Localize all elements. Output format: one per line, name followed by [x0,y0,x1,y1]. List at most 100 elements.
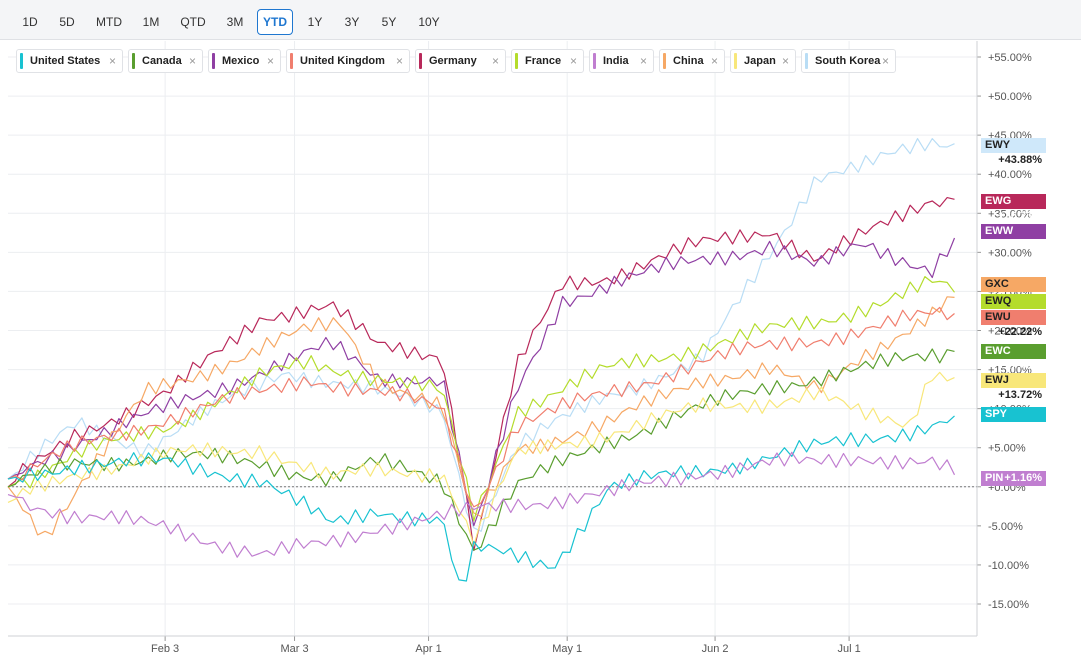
range-button-1y[interactable]: 1Y [307,15,323,29]
performance-chart: Feb 3 Mar 3 Apr 1 May 1 Jun 2 Jul 1 +55.00% +5… [7,41,1032,655]
value-tag-ewc: EWC +17.40% [981,344,1046,372]
y-tick-label: +5.00% [988,443,1026,455]
range-toolbar: 1D 5D MTD 1M QTD 3M YTD 1Y 3Y 5Y 10Y [0,0,1081,40]
legend-label: Canada [142,55,182,67]
value-tag-eww: EWW +32.79% [981,224,1046,252]
legend-swatch [593,53,596,69]
value-tag-gxc: GXC+24.79% [981,277,1046,305]
plot-background [8,41,977,636]
x-tick-label: Jun 2 [702,643,729,655]
y-tick-label: +35.00% [988,208,1032,220]
legend-swatch [419,53,422,69]
tag-value: +22.22% [998,326,1042,338]
tag-ticker: EWJ [985,374,1009,386]
value-tag-ewu: EWU +22.22% [981,310,1046,338]
tag-value: +36.73% [998,210,1042,222]
tag-ticker: EWQ [985,295,1012,307]
legend-item-france[interactable]: France × [511,49,584,73]
range-button-10y[interactable]: 10Y [418,15,440,29]
legend-item-china[interactable]: China × [659,49,725,73]
value-tag-ewy: EWY +43.88% [981,138,1046,166]
legend-swatch [20,53,23,69]
value-tag-ewj: EWJ +13.72% [981,373,1046,401]
legend-swatch [515,53,518,69]
legend-item-germany[interactable]: Germany × [415,49,506,73]
close-icon[interactable]: × [781,54,789,68]
series-line-india [7,451,956,558]
y-tick-label: -15.00% [988,599,1029,611]
x-tick-label: Apr 1 [415,643,441,655]
legend-item-mexico[interactable]: Mexico × [208,49,281,73]
close-icon[interactable]: × [395,54,403,68]
legend-label: Japan [744,55,776,67]
tag-ticker: EWG [985,195,1012,207]
y-tick-label: +55.00% [988,52,1032,64]
legend-item-united-states[interactable]: United States × [16,49,123,73]
tag-ticker: PIN [985,472,1004,484]
range-button-3y[interactable]: 3Y [344,15,360,29]
range-button-qtd[interactable]: QTD [180,15,206,29]
tag-value: +17.40% [998,360,1042,372]
close-icon[interactable]: × [710,54,718,68]
value-tag-pin: PIN +1.16% [981,471,1046,486]
series-line-mexico [7,237,956,527]
tag-ticker: GXC [985,278,1009,290]
tag-ticker: EWU [985,311,1011,323]
legend-swatch [734,53,737,69]
y-tick-label: +50.00% [988,91,1032,103]
close-icon[interactable]: × [639,54,647,68]
tag-value: +9.34% [1004,423,1042,435]
legend-swatch [290,53,293,69]
value-tag-ewq: EWQ+24.61% [981,294,1046,322]
tag-ticker: EWW [985,225,1014,237]
value-tag-spy: SPY +9.34% [981,407,1046,435]
legend-swatch [212,53,215,69]
legend-item-canada[interactable]: Canada × [128,49,203,73]
range-button-5d[interactable]: 5D [59,15,75,29]
legend-item-south-korea[interactable]: South Korea × [801,49,896,73]
tag-value: +13.72% [998,389,1042,401]
range-button-5y[interactable]: 5Y [381,15,397,29]
close-icon[interactable]: × [569,54,577,68]
tag-value: +1.16% [1004,472,1042,484]
y-tick-label: +30.00% [988,247,1032,259]
legend-label: India [603,55,629,67]
tag-value: +43.88% [998,154,1042,166]
series-line-japan [7,371,955,547]
close-icon[interactable]: × [881,54,889,68]
y-tick-label: -5.00% [988,521,1023,533]
y-tick-label: +20.00% [988,326,1032,338]
range-button-1m[interactable]: 1M [142,15,160,29]
series-line-south-korea [7,138,955,532]
range-button-ytd[interactable]: YTD [257,9,293,35]
legend-label: South Korea [815,55,881,67]
series-line-france [7,276,955,522]
tag-ticker: SPY [985,408,1008,420]
legend-label: France [525,55,562,67]
x-tick-label: May 1 [552,643,582,655]
close-icon[interactable]: × [266,54,274,68]
series-line-china [7,296,955,536]
y-tick-label: +40.00% [988,169,1032,181]
x-tick-label: Mar 3 [280,643,308,655]
value-tag-ewg: EWG +36.73% [981,194,1046,222]
range-button-1d[interactable]: 1D [22,15,38,29]
legend-label: United Kingdom [300,55,385,67]
y-axis: +55.00%+50.00%+45.00%+40.00%+35.00%+30.0… [977,52,1032,611]
series-line-germany [7,197,955,552]
range-button-mtd[interactable]: MTD [96,15,122,29]
x-tick-label: Feb 3 [151,643,179,655]
legend-item-united-kingdom[interactable]: United Kingdom × [286,49,410,73]
legend-swatch [805,53,808,69]
legend-item-japan[interactable]: Japan × [730,49,796,73]
range-button-3m[interactable]: 3M [226,15,244,29]
close-icon[interactable]: × [188,54,196,68]
legend-label: Germany [429,55,477,67]
legend-swatch [132,53,135,69]
legend-item-india[interactable]: India × [589,49,654,73]
x-axis: Feb 3 Mar 3 Apr 1 May 1 Jun 2 Jul 1 [151,636,861,655]
legend-label: United States [30,55,101,67]
close-icon[interactable]: × [108,54,116,68]
close-icon[interactable]: × [491,54,499,68]
grid [8,41,977,636]
